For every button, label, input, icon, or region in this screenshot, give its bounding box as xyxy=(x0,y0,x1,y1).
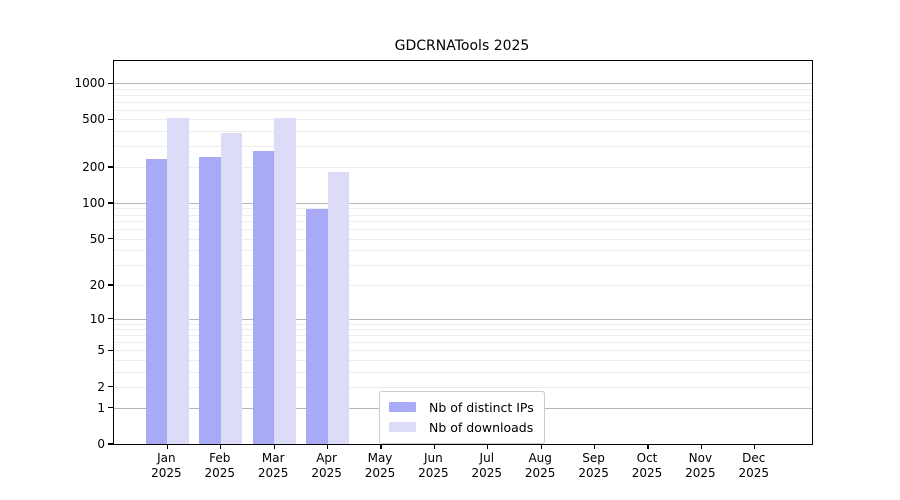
y-tick-mark xyxy=(107,202,113,204)
x-tick-mark xyxy=(754,444,756,449)
downloads-swatch-icon xyxy=(389,422,416,432)
x-tick-label: Nov 2025 xyxy=(685,451,716,480)
x-tick-mark xyxy=(647,444,649,449)
bar-distinct-ips-feb xyxy=(199,157,221,444)
gridline xyxy=(114,342,812,344)
legend: Nb of distinct IPs Nb of downloads xyxy=(379,391,545,444)
y-tick-mark xyxy=(107,318,113,320)
y-tick-label: 20 xyxy=(89,278,105,292)
chart-title: GDCRNATools 2025 xyxy=(394,38,530,54)
gridline xyxy=(114,208,812,210)
legend-label-distinct-ips: Nb of distinct IPs xyxy=(429,399,534,415)
x-tick-mark xyxy=(327,444,329,449)
gridline xyxy=(114,229,812,231)
x-tick-label: Dec 2025 xyxy=(738,451,770,480)
plot-area: Nb of distinct IPs Nb of downloads 0 1 2 5 1… xyxy=(74,60,813,450)
y-tick-label: 1 xyxy=(97,400,105,415)
gridline xyxy=(114,88,812,90)
y-tick-label: 10 xyxy=(89,311,105,326)
x-tick-mark xyxy=(220,444,222,449)
y-tick-label: 50 xyxy=(89,231,105,246)
y-tick-label: 200 xyxy=(82,160,105,175)
gridline xyxy=(114,350,812,352)
legend-item-distinct-ips: Nb of distinct IPs xyxy=(389,397,535,417)
y-tick-label: 2 xyxy=(97,379,105,394)
x-tick-mark xyxy=(700,444,702,449)
gridline xyxy=(114,371,812,373)
gridline xyxy=(114,202,812,204)
legend-label-downloads: Nb of downloads xyxy=(429,419,534,435)
y-tick-mark xyxy=(107,82,113,84)
gridline xyxy=(114,214,812,216)
x-tick-label: Aug 2025 xyxy=(524,451,556,480)
gridline xyxy=(114,221,812,223)
gridline xyxy=(114,386,812,388)
gridline xyxy=(114,130,812,132)
x-tick-mark xyxy=(433,444,435,449)
y-tick-label: 500 xyxy=(82,112,105,127)
x-tick-label: Sep 2025 xyxy=(578,451,609,480)
gridline xyxy=(114,250,812,252)
x-tick-mark xyxy=(273,444,275,449)
y-tick-mark xyxy=(107,407,113,409)
x-tick-label: Mar 2025 xyxy=(257,451,289,480)
gridline xyxy=(114,318,812,320)
bar-downloads-feb xyxy=(220,132,243,444)
bar-downloads-apr xyxy=(327,172,350,444)
x-tick-label: Apr 2025 xyxy=(311,451,342,480)
distinct-ips-swatch-icon xyxy=(389,402,416,412)
y-tick-mark xyxy=(107,238,113,240)
y-tick-mark xyxy=(107,118,113,120)
gridline xyxy=(114,94,812,96)
bar-downloads-mar xyxy=(274,117,296,444)
y-tick-label: 0 xyxy=(97,437,105,451)
gridline xyxy=(114,285,812,286)
gridline xyxy=(114,238,812,240)
y-tick-mark xyxy=(107,386,113,388)
y-tick-label: 1000 xyxy=(74,76,105,91)
y-tick-mark xyxy=(107,284,113,286)
x-tick-label: Jan 2025 xyxy=(151,451,182,480)
gridline xyxy=(114,119,812,121)
x-tick-label: Oct 2025 xyxy=(631,451,663,480)
y-tick-mark xyxy=(107,443,113,445)
bar-distinct-ips-mar xyxy=(252,151,275,444)
gridline xyxy=(114,359,812,361)
x-tick-mark xyxy=(540,444,542,449)
y-tick-mark xyxy=(107,166,113,168)
x-tick-mark xyxy=(487,444,489,449)
x-tick-label: Jun 2025 xyxy=(418,451,449,480)
legend-item-downloads: Nb of downloads xyxy=(389,417,535,437)
bar-distinct-ips-jan xyxy=(145,158,168,444)
x-tick-label: Jul 2025 xyxy=(471,451,503,480)
gridline xyxy=(114,335,812,337)
gridline xyxy=(114,329,812,331)
y-tick-label: 100 xyxy=(82,195,105,210)
gridline xyxy=(114,83,812,85)
y-tick-mark xyxy=(107,349,113,351)
gridline xyxy=(114,323,812,325)
gridline xyxy=(114,145,812,147)
x-tick-mark xyxy=(166,444,168,449)
x-tick-mark xyxy=(380,444,382,449)
bar-downloads-jan xyxy=(167,118,189,444)
x-tick-label: Feb 2025 xyxy=(204,451,236,480)
y-tick-label: 5 xyxy=(97,343,105,358)
gridline xyxy=(114,109,812,111)
x-tick-label: May 2025 xyxy=(364,451,396,480)
gridline xyxy=(114,167,812,169)
gridline xyxy=(114,264,812,266)
gridline xyxy=(114,101,812,103)
bar-distinct-ips-apr xyxy=(306,208,328,444)
x-tick-mark xyxy=(594,444,596,449)
